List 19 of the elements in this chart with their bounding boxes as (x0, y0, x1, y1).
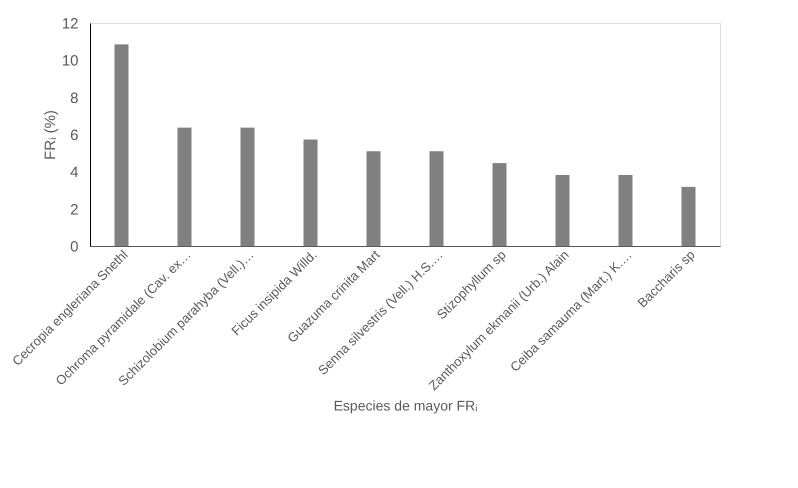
y-tick-label: 8 (70, 90, 78, 107)
bar (430, 151, 444, 246)
bar (682, 186, 696, 246)
y-axis-title: FRᵢ (%) (42, 110, 59, 160)
bar (556, 175, 570, 246)
bar (492, 163, 506, 246)
y-tick-label: 4 (70, 164, 78, 182)
bar (618, 175, 632, 246)
bar (240, 128, 254, 246)
y-tick-label: 12 (62, 16, 78, 32)
bar (178, 128, 192, 246)
bar (304, 140, 318, 246)
bar (114, 44, 128, 246)
y-tick-label: 10 (62, 52, 78, 70)
y-tick-label: 0 (70, 238, 78, 256)
y-tick-label: 2 (70, 201, 78, 218)
y-tick-label: 6 (70, 127, 78, 144)
bar (366, 151, 380, 246)
x-axis-title: Especies de mayor FRᵢ (334, 398, 478, 414)
